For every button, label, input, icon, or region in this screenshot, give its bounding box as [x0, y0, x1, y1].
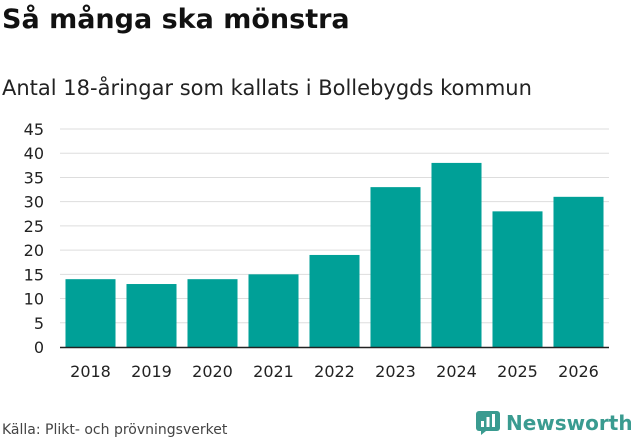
- y-axis-ticks: 0 5 10 15 20 25 30 35 40 45: [24, 120, 44, 357]
- bars: [65, 162, 604, 347]
- newsworthy-logo-icon: [476, 411, 500, 435]
- bar-2020: [187, 279, 238, 347]
- y-tick-label-20: 20: [24, 241, 44, 260]
- y-tick-label-10: 10: [24, 290, 44, 309]
- x-tick-label-2025: 2025: [497, 362, 538, 381]
- x-tick-label-2026: 2026: [558, 362, 599, 381]
- y-tick-label-40: 40: [24, 144, 44, 163]
- chart-title: Så många ska mönstra: [2, 4, 350, 35]
- y-tick-label-0: 0: [34, 338, 44, 357]
- brand-logo: Newsworthy: [476, 409, 631, 437]
- chart-subtitle: Antal 18-åringar som kallats i Bollebygd…: [2, 76, 532, 100]
- y-tick-label-35: 35: [24, 168, 44, 187]
- bar-2023: [370, 187, 421, 347]
- y-tick-label-15: 15: [24, 265, 44, 284]
- bar-2019: [126, 284, 177, 347]
- bar-2025: [492, 211, 543, 347]
- y-tick-label-5: 5: [34, 314, 44, 333]
- x-tick-label-2019: 2019: [131, 362, 172, 381]
- y-tick-label-30: 30: [24, 193, 44, 212]
- bar-2018: [65, 279, 116, 347]
- brand-name: Newsworthy: [506, 411, 631, 435]
- x-tick-label-2021: 2021: [253, 362, 294, 381]
- x-tick-label-2024: 2024: [436, 362, 477, 381]
- x-axis-ticks: 2018 2019 2020 2021 2022 2023 2024 2025 2026: [70, 362, 599, 381]
- y-tick-label-45: 45: [24, 120, 44, 139]
- x-tick-label-2022: 2022: [314, 362, 355, 381]
- x-tick-label-2020: 2020: [192, 362, 233, 381]
- source-note: Källa: Plikt- och prövningsverket: [2, 422, 228, 438]
- bar-2026: [553, 196, 604, 347]
- y-tick-label-25: 25: [24, 217, 44, 236]
- bar-2022: [309, 254, 360, 347]
- x-tick-label-2023: 2023: [375, 362, 416, 381]
- bar-2024: [431, 162, 482, 347]
- x-tick-label-2018: 2018: [70, 362, 111, 381]
- bar-2021: [248, 274, 299, 347]
